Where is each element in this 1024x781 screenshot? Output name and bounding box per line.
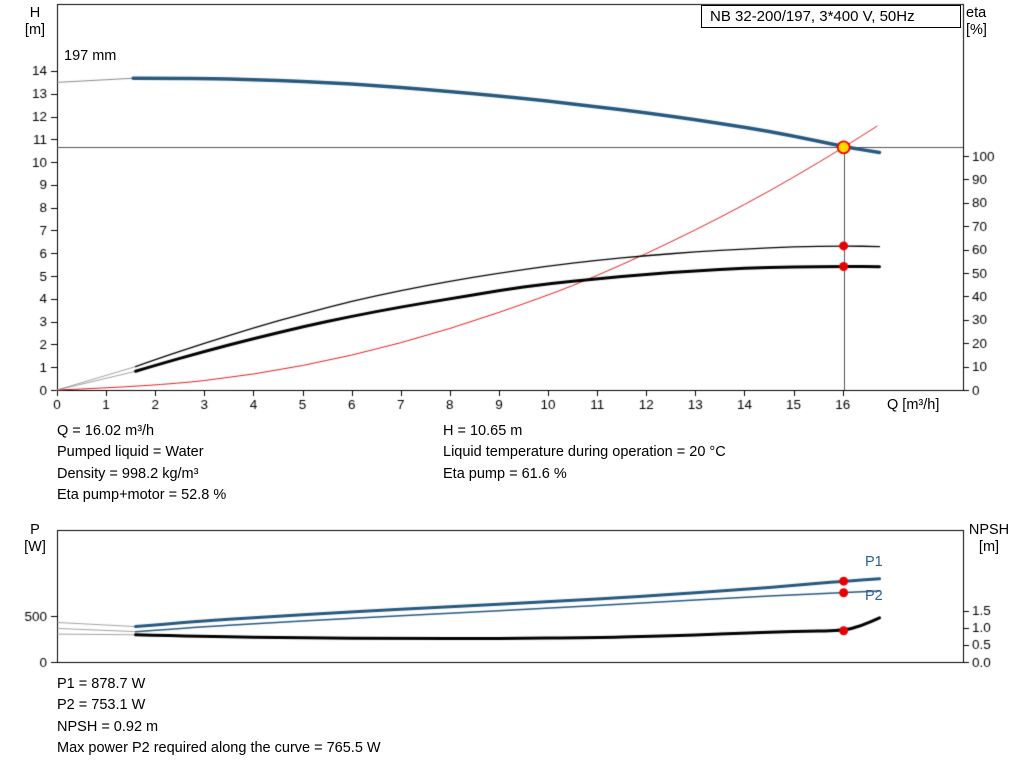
info-line-q: Q = 16.02 m³/h bbox=[57, 423, 155, 439]
npsh-axis-title-line2: [m] bbox=[978, 539, 1000, 555]
pump-title-box: NB 32-200/197, 3*400 V, 50Hz bbox=[701, 5, 961, 28]
h-axis-title: H [m] bbox=[16, 5, 54, 39]
info-line-p2: P2 = 753.1 W bbox=[57, 697, 146, 714]
info-line-temperature: Liquid temperature during operation = 20… bbox=[443, 444, 726, 461]
eta-axis-title-line2: [%] bbox=[966, 22, 987, 38]
q-axis-title: Q [m³/h] bbox=[887, 397, 940, 413]
npsh-axis-title-line1: NPSH bbox=[968, 522, 1010, 538]
p-axis-title-line1: P bbox=[30, 522, 40, 538]
p1-curve-label: P1 bbox=[865, 554, 883, 570]
duty-info-right: H = 10.65 m Liquid temperature during op… bbox=[443, 421, 726, 485]
npsh-axis-title: NPSH [m] bbox=[962, 522, 1016, 556]
p-axis-title: P [W] bbox=[16, 522, 54, 556]
h-axis-title-line1: H bbox=[29, 5, 41, 21]
power-npsh-chart-canvas[interactable] bbox=[0, 520, 1024, 680]
eta-axis-title: eta [%] bbox=[966, 5, 1006, 39]
power-info-block: P1 = 878.7 W P2 = 753.1 W NPSH = 0.92 m … bbox=[57, 674, 381, 760]
info-line-h: H = 10.65 m bbox=[443, 423, 523, 439]
info-line-max-power: Max power P2 required along the curve = … bbox=[57, 740, 381, 757]
head-efficiency-chart-canvas[interactable] bbox=[0, 0, 1024, 420]
info-line-eta-pump: Eta pump = 61.6 % bbox=[443, 465, 567, 482]
h-axis-title-line2: [m] bbox=[24, 22, 46, 38]
info-line-eta-pump-motor: Eta pump+motor = 52.8 % bbox=[57, 487, 227, 504]
info-line-density: Density = 998.2 kg/m³ bbox=[57, 465, 199, 482]
impeller-diameter-label: 197 mm bbox=[64, 48, 117, 64]
info-line-npsh: NPSH = 0.92 m bbox=[57, 718, 159, 735]
info-line-p1: P1 = 878.7 W bbox=[57, 676, 146, 692]
duty-info-left: Q = 16.02 m³/h Pumped liquid = Water Den… bbox=[57, 421, 226, 507]
eta-axis-title-line1: eta bbox=[966, 5, 987, 21]
p2-curve-label: P2 bbox=[865, 588, 883, 604]
info-line-liquid: Pumped liquid = Water bbox=[57, 444, 204, 461]
p-axis-title-line2: [W] bbox=[24, 539, 46, 555]
